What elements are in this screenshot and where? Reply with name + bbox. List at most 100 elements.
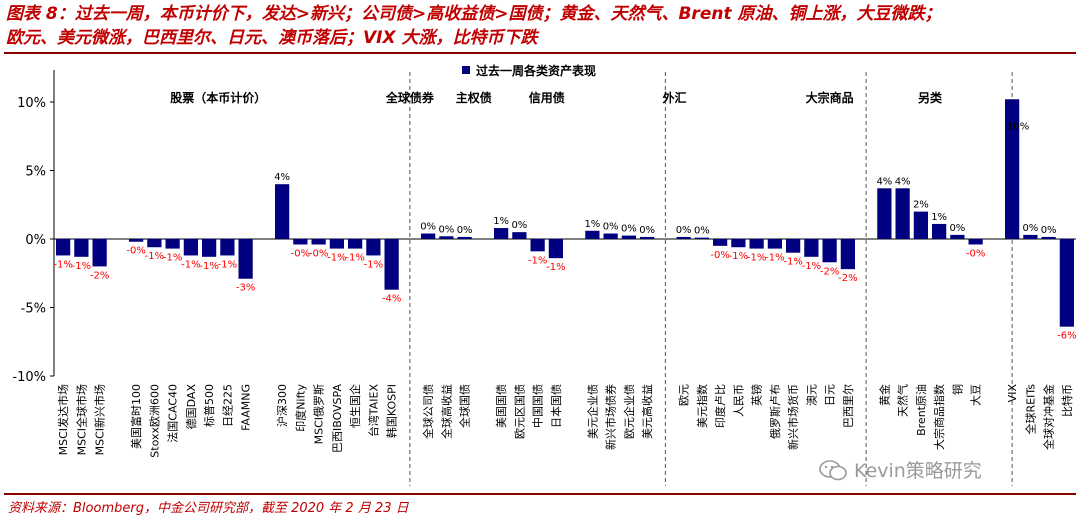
category-label: MSCI发达市场 xyxy=(56,384,70,455)
category-label: 新兴市场货币 xyxy=(786,384,800,450)
bar xyxy=(932,223,947,239)
bar-layer xyxy=(56,99,1074,327)
category-label: 标普500 xyxy=(202,384,216,427)
bar xyxy=(311,239,326,245)
data-label: -0% xyxy=(966,248,985,259)
group-label: 大宗商品 xyxy=(806,90,854,105)
bottom-rule xyxy=(4,493,1076,495)
category-label: 沪深300 xyxy=(275,384,289,427)
data-label: -1% xyxy=(546,262,565,273)
bar xyxy=(585,230,600,239)
bar xyxy=(220,239,235,256)
category-label: 全球REITs xyxy=(1023,384,1037,435)
category-label: VIX xyxy=(1006,384,1019,403)
bar xyxy=(512,232,527,239)
source-note: 资料来源：Bloomberg，中金公司研究部，截至 2020 年 2 月 23 … xyxy=(8,501,409,516)
category-label: 英镑 xyxy=(750,384,764,406)
group-label: 信用债 xyxy=(529,90,565,105)
watermark: Kevin策略研究 xyxy=(818,456,982,483)
data-label: -1% xyxy=(53,259,72,270)
data-label: 0% xyxy=(1022,223,1038,234)
data-label: -1% xyxy=(181,259,200,270)
data-label: 4% xyxy=(876,176,892,187)
bar xyxy=(202,239,217,257)
bar xyxy=(840,239,855,270)
bar xyxy=(603,233,618,239)
category-label: 美元指数 xyxy=(695,384,709,428)
category-layer: MSCI发达市场 MSCI全球市场 MSCI新兴市场 美国富时100 Stoxx欧洲60… xyxy=(56,384,1074,458)
bar xyxy=(877,188,892,239)
group-label: 另类 xyxy=(918,90,943,105)
data-label: -2% xyxy=(838,273,857,284)
category-label: 比特币 xyxy=(1060,384,1074,417)
y-tick-label: -5% xyxy=(21,302,46,317)
legend-label: 过去一周各类资产表现 xyxy=(476,63,596,78)
bar xyxy=(694,237,709,239)
data-label: 0% xyxy=(603,222,619,233)
label-layer: -1%-1%-2%-0%-1%-1%-1%-1%-1%-3%4%-0%-0%-1… xyxy=(53,121,1076,341)
data-label: -1% xyxy=(528,255,547,266)
bar xyxy=(1023,234,1038,239)
top-rule xyxy=(4,52,1076,54)
data-label: 0% xyxy=(1041,225,1057,236)
bar xyxy=(92,239,107,267)
data-label: 0% xyxy=(511,220,527,231)
data-label: 0% xyxy=(694,226,710,237)
category-label: 中国国债 xyxy=(531,384,545,428)
data-label: 10% xyxy=(1007,121,1029,132)
data-label: -1% xyxy=(163,253,182,264)
data-label: -1% xyxy=(747,253,766,264)
category-label: 美元企业债 xyxy=(585,384,599,439)
data-label: -1% xyxy=(345,253,364,264)
group-label: 股票（本币计价） xyxy=(170,90,266,105)
category-label: 印度Nifty xyxy=(293,384,307,432)
data-label: 4% xyxy=(274,172,290,183)
data-label: -1% xyxy=(765,253,784,264)
bar xyxy=(731,239,746,248)
group-label: 主权债 xyxy=(456,90,492,105)
data-label: -0% xyxy=(710,250,729,261)
bar xyxy=(1059,239,1074,327)
category-label: MSCI全球市场 xyxy=(74,384,88,455)
bar xyxy=(439,236,454,239)
category-label: Brent原油 xyxy=(914,384,928,436)
y-tick-label: -10% xyxy=(12,370,46,385)
bar xyxy=(621,235,636,239)
bar xyxy=(147,239,162,248)
category-label: 黄金 xyxy=(877,384,891,406)
data-label: -6% xyxy=(1057,331,1076,342)
category-label: 日元 xyxy=(824,384,837,406)
data-label: -0% xyxy=(309,248,328,259)
bar xyxy=(165,239,180,249)
bar xyxy=(804,239,819,257)
bar xyxy=(421,233,436,239)
data-label: -4% xyxy=(382,294,401,305)
data-label: -1% xyxy=(327,253,346,264)
category-label: 铜 xyxy=(950,384,964,395)
data-label: -1% xyxy=(729,251,748,262)
bar xyxy=(968,239,983,245)
data-label: 1% xyxy=(931,212,947,223)
data-label: 0% xyxy=(621,224,637,235)
category-label: 欧元企业债 xyxy=(622,384,636,439)
bar xyxy=(640,236,655,239)
bar xyxy=(895,188,910,239)
data-label: -2% xyxy=(90,270,109,281)
data-label: -1% xyxy=(783,257,802,268)
data-label: 0% xyxy=(639,225,655,236)
category-label: Stoxx欧洲600 xyxy=(148,384,161,458)
data-label: 4% xyxy=(895,176,911,187)
data-label: 1% xyxy=(584,219,600,230)
category-label: 人民币 xyxy=(732,384,745,417)
bar-chart: 10%5%0%-5%-10% -1%-1%-2%-0%-1%-1%-1%-1%-… xyxy=(12,63,1077,486)
y-tick-label: 0% xyxy=(25,233,46,248)
category-label: 天然气 xyxy=(896,384,910,417)
bar xyxy=(494,228,509,239)
bar xyxy=(713,239,728,246)
category-label: 日本国债 xyxy=(549,384,563,428)
data-label: -1% xyxy=(72,261,91,272)
y-tick-label: 5% xyxy=(25,165,46,180)
category-label: 澳元 xyxy=(805,384,818,406)
bar xyxy=(366,239,381,256)
title-line-2: 欧元、美元微涨，巴西里尔、日元、澳币落后；VIX 大涨，比特币下跌 xyxy=(6,28,538,48)
